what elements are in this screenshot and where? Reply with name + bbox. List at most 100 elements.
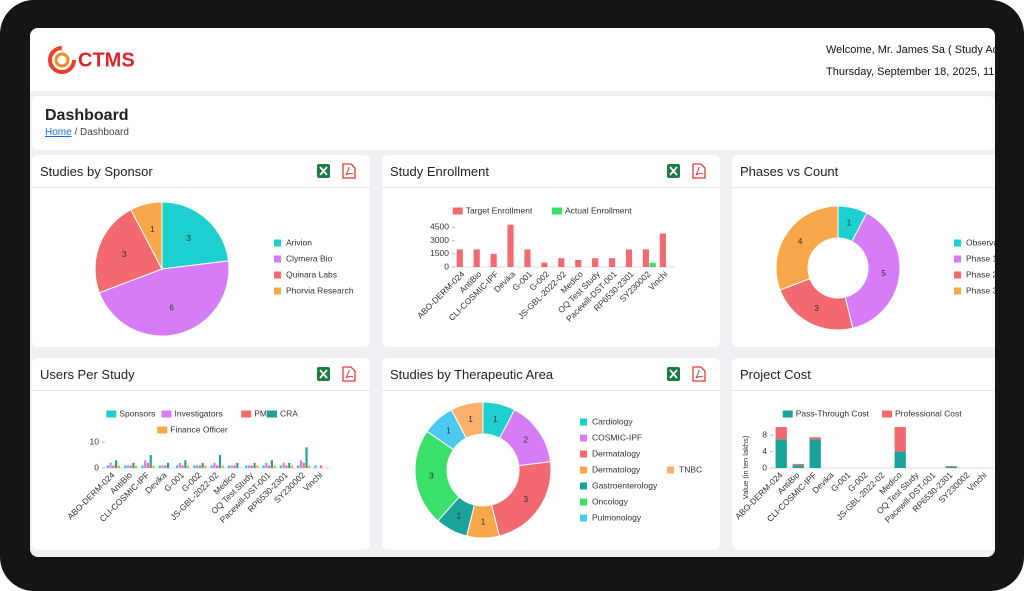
bar (288, 462, 291, 468)
welcome-text: Welcome, Mr. James Sa ( Study Admin ) (826, 44, 995, 56)
y-tick-label: 3000 (430, 235, 449, 245)
bar (196, 465, 199, 468)
slice-label: 5 (881, 268, 886, 278)
logo[interactable]: CTMS (46, 40, 166, 80)
slice-label: 1 (468, 414, 473, 424)
bar (184, 460, 187, 468)
bar (146, 462, 150, 468)
excel-export[interactable] (667, 164, 680, 178)
bar (282, 462, 285, 468)
bar (809, 437, 821, 440)
bar (945, 466, 957, 468)
export-icons (667, 366, 706, 382)
y-tick-label: 0 (762, 462, 767, 472)
panel-header: Project Cost (732, 358, 995, 391)
legend-swatch (580, 498, 587, 506)
excel-glyph (319, 166, 328, 176)
bar (124, 465, 127, 468)
bar (894, 427, 906, 452)
bar (268, 465, 271, 468)
y-tick-label: 4 (762, 446, 767, 456)
legend-swatch (552, 207, 562, 215)
y-axis-title: Value (in ten lakhs) (741, 435, 750, 499)
bar (112, 465, 115, 468)
legend-label: Quinara Labs (286, 269, 337, 279)
bar (135, 465, 138, 468)
bar (227, 465, 231, 468)
panel-title: Study Enrollment (390, 164, 489, 179)
panel-title: Users Per Study (40, 367, 135, 382)
pdf-export[interactable] (342, 163, 356, 179)
bar (245, 465, 248, 468)
slice-label: 2 (523, 435, 528, 445)
legend-swatch (157, 426, 168, 434)
bar (297, 465, 300, 468)
chart-panel: Study Enrollment 0 1500 3000 4500 ABO-DERM-02… (382, 155, 720, 347)
excel-export[interactable] (317, 164, 330, 178)
legend-label: Phase 3 (966, 285, 995, 295)
y-tick-label: 1500 (430, 248, 449, 258)
pdf-icon (692, 366, 706, 382)
pdf-glyph (695, 166, 704, 176)
legend-swatch (580, 418, 587, 426)
legend-swatch (274, 287, 281, 295)
chart: 1 2 3 1 1 3 1 1 Cardiology COSMIC-IPF Dermatalogy D… (414, 401, 702, 539)
bar (187, 465, 190, 468)
bar (279, 465, 282, 468)
legend-label: Phase 1 (966, 253, 995, 263)
bar (945, 465, 957, 467)
pdf-icon (342, 163, 356, 179)
excel-export[interactable] (667, 367, 680, 381)
legend-swatch (782, 410, 793, 418)
export-icons (667, 163, 706, 179)
legend-swatch (452, 207, 463, 215)
legend-swatch (580, 434, 587, 442)
x-tick-label: Vinchi (965, 470, 988, 493)
legend-label: Actual Enrollment (565, 205, 632, 215)
slice-label: 3 (122, 249, 127, 259)
legend-label: COSMIC-IPF (592, 432, 642, 442)
bar (126, 465, 129, 468)
home-link[interactable]: Home (45, 127, 72, 138)
bar (775, 427, 787, 440)
bar (775, 439, 787, 468)
bar (290, 465, 294, 468)
bar (198, 465, 201, 468)
y-tick-label: 0 (444, 261, 449, 271)
legend-label: Pulmonology (592, 512, 642, 522)
excel-export[interactable] (317, 367, 330, 381)
bar (659, 233, 666, 267)
slice-label: 1 (493, 414, 498, 424)
bar (792, 463, 804, 466)
bar (273, 465, 276, 468)
bar (144, 460, 147, 468)
datetime-text: Thursday, September 18, 2025, 11:3 (826, 66, 995, 78)
bar (250, 465, 253, 468)
x-tick-label: Vinchi (301, 470, 324, 493)
bar (592, 258, 599, 267)
bar (204, 465, 207, 468)
y-tick-label: 10 (90, 436, 100, 446)
bar (230, 465, 233, 468)
panel-header: Users Per Study (32, 358, 370, 391)
bar (270, 460, 273, 468)
pdf-export[interactable] (692, 366, 706, 382)
bar (106, 465, 109, 468)
slice (775, 205, 839, 291)
bar (558, 258, 565, 267)
export-icons (317, 366, 356, 382)
bar (792, 465, 804, 468)
panel-title: Studies by Therapeutic Area (390, 367, 554, 382)
slice-label: 3 (186, 233, 191, 243)
bar (299, 460, 303, 468)
bar (158, 465, 161, 468)
bar (236, 462, 239, 468)
legend-label: Oncology (592, 496, 629, 506)
bar (507, 224, 514, 267)
pdf-export[interactable] (342, 366, 356, 382)
legend-label: Professional Cost (895, 408, 962, 418)
pdf-export[interactable] (692, 163, 706, 179)
pdf-glyph (345, 166, 354, 176)
slice (161, 201, 230, 270)
breadcrumb-card: Dashboard Home / Dashboard (32, 96, 995, 150)
